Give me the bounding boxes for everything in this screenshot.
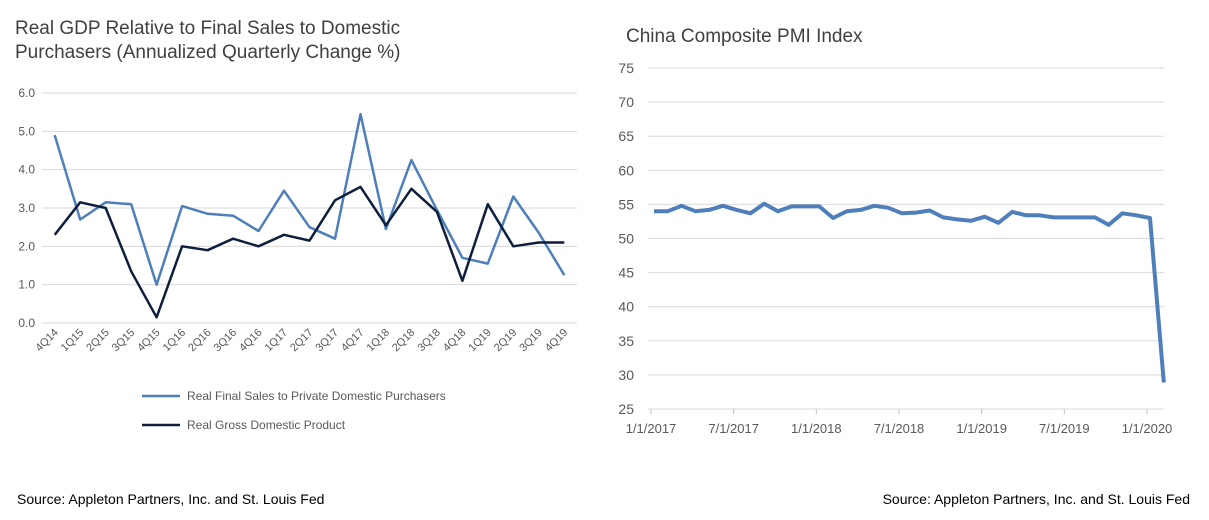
y-tick-label: 70 — [618, 94, 634, 110]
x-tick-label: 1/1/2017 — [626, 421, 677, 436]
y-tick-label: 65 — [618, 128, 634, 144]
right-line-chart: 75 70 65 60 55 50 45 40 35 30 25 1/1/2017 7/1/2017 1/… — [0, 0, 1209, 470]
x-tick-label: 1/1/2020 — [1122, 421, 1173, 436]
y-tick-label: 55 — [618, 196, 634, 212]
right-chart-source: Source: Appleton Partners, Inc. and St. … — [883, 491, 1190, 507]
y-tick-label: 45 — [618, 265, 634, 281]
y-tick-label: 35 — [618, 333, 634, 349]
y-tick-label: 50 — [618, 231, 634, 247]
left-chart-source: Source: Appleton Partners, Inc. and St. … — [17, 491, 324, 507]
x-tick-label: 7/1/2017 — [708, 421, 759, 436]
y-tick-label: 40 — [618, 299, 634, 315]
x-tick-label: 7/1/2019 — [1039, 421, 1090, 436]
series-line-pmi — [654, 204, 1164, 383]
y-tick-label: 75 — [618, 60, 634, 76]
x-tick-label: 1/1/2018 — [791, 421, 842, 436]
y-tick-label: 25 — [618, 401, 634, 417]
x-tick-label: 1/1/2019 — [956, 421, 1007, 436]
y-tick-label: 60 — [618, 162, 634, 178]
y-tick-label: 30 — [618, 367, 634, 383]
x-tick-label: 7/1/2018 — [874, 421, 925, 436]
